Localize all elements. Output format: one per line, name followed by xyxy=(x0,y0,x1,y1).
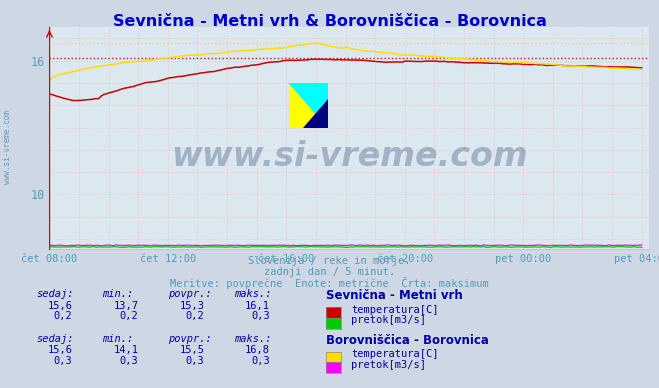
Text: Borovniščica - Borovnica: Borovniščica - Borovnica xyxy=(326,334,489,347)
Text: 14,1: 14,1 xyxy=(113,345,138,355)
Text: 15,6: 15,6 xyxy=(47,345,72,355)
Text: 0,2: 0,2 xyxy=(54,311,72,321)
Text: 16,8: 16,8 xyxy=(245,345,270,355)
Text: sedaj:: sedaj: xyxy=(36,334,74,344)
Text: 15,3: 15,3 xyxy=(179,301,204,311)
Text: temperatura[C]: temperatura[C] xyxy=(351,349,439,359)
Text: 0,2: 0,2 xyxy=(186,311,204,321)
Text: povpr.:: povpr.: xyxy=(168,289,212,299)
Text: 15,5: 15,5 xyxy=(179,345,204,355)
Text: Slovenija / reke in morje.: Slovenija / reke in morje. xyxy=(248,256,411,266)
Text: sedaj:: sedaj: xyxy=(36,289,74,299)
Text: zadnji dan / 5 minut.: zadnji dan / 5 minut. xyxy=(264,267,395,277)
Text: maks.:: maks.: xyxy=(234,289,272,299)
Text: Sevnična - Metni vrh & Borovniščica - Borovnica: Sevnična - Metni vrh & Borovniščica - Bo… xyxy=(113,14,546,29)
Text: 0,3: 0,3 xyxy=(186,356,204,366)
Text: 15,6: 15,6 xyxy=(47,301,72,311)
Text: min.:: min.: xyxy=(102,289,133,299)
Text: min.:: min.: xyxy=(102,334,133,344)
Text: maks.:: maks.: xyxy=(234,334,272,344)
Text: pretok[m3/s]: pretok[m3/s] xyxy=(351,315,426,325)
Text: www.si-vreme.com: www.si-vreme.com xyxy=(3,111,13,184)
Text: 16,1: 16,1 xyxy=(245,301,270,311)
Text: 0,3: 0,3 xyxy=(252,356,270,366)
Text: Sevnična - Metni vrh: Sevnična - Metni vrh xyxy=(326,289,463,302)
Text: pretok[m3/s]: pretok[m3/s] xyxy=(351,360,426,370)
Text: 0,3: 0,3 xyxy=(54,356,72,366)
Text: 0,3: 0,3 xyxy=(120,356,138,366)
Text: temperatura[C]: temperatura[C] xyxy=(351,305,439,315)
Text: 0,2: 0,2 xyxy=(120,311,138,321)
Text: 13,7: 13,7 xyxy=(113,301,138,311)
Text: povpr.:: povpr.: xyxy=(168,334,212,344)
Text: 0,3: 0,3 xyxy=(252,311,270,321)
Text: Meritve: povprečne  Enote: metrične  Črta: maksimum: Meritve: povprečne Enote: metrične Črta:… xyxy=(170,277,489,289)
Text: www.si-vreme.com: www.si-vreme.com xyxy=(171,140,528,173)
